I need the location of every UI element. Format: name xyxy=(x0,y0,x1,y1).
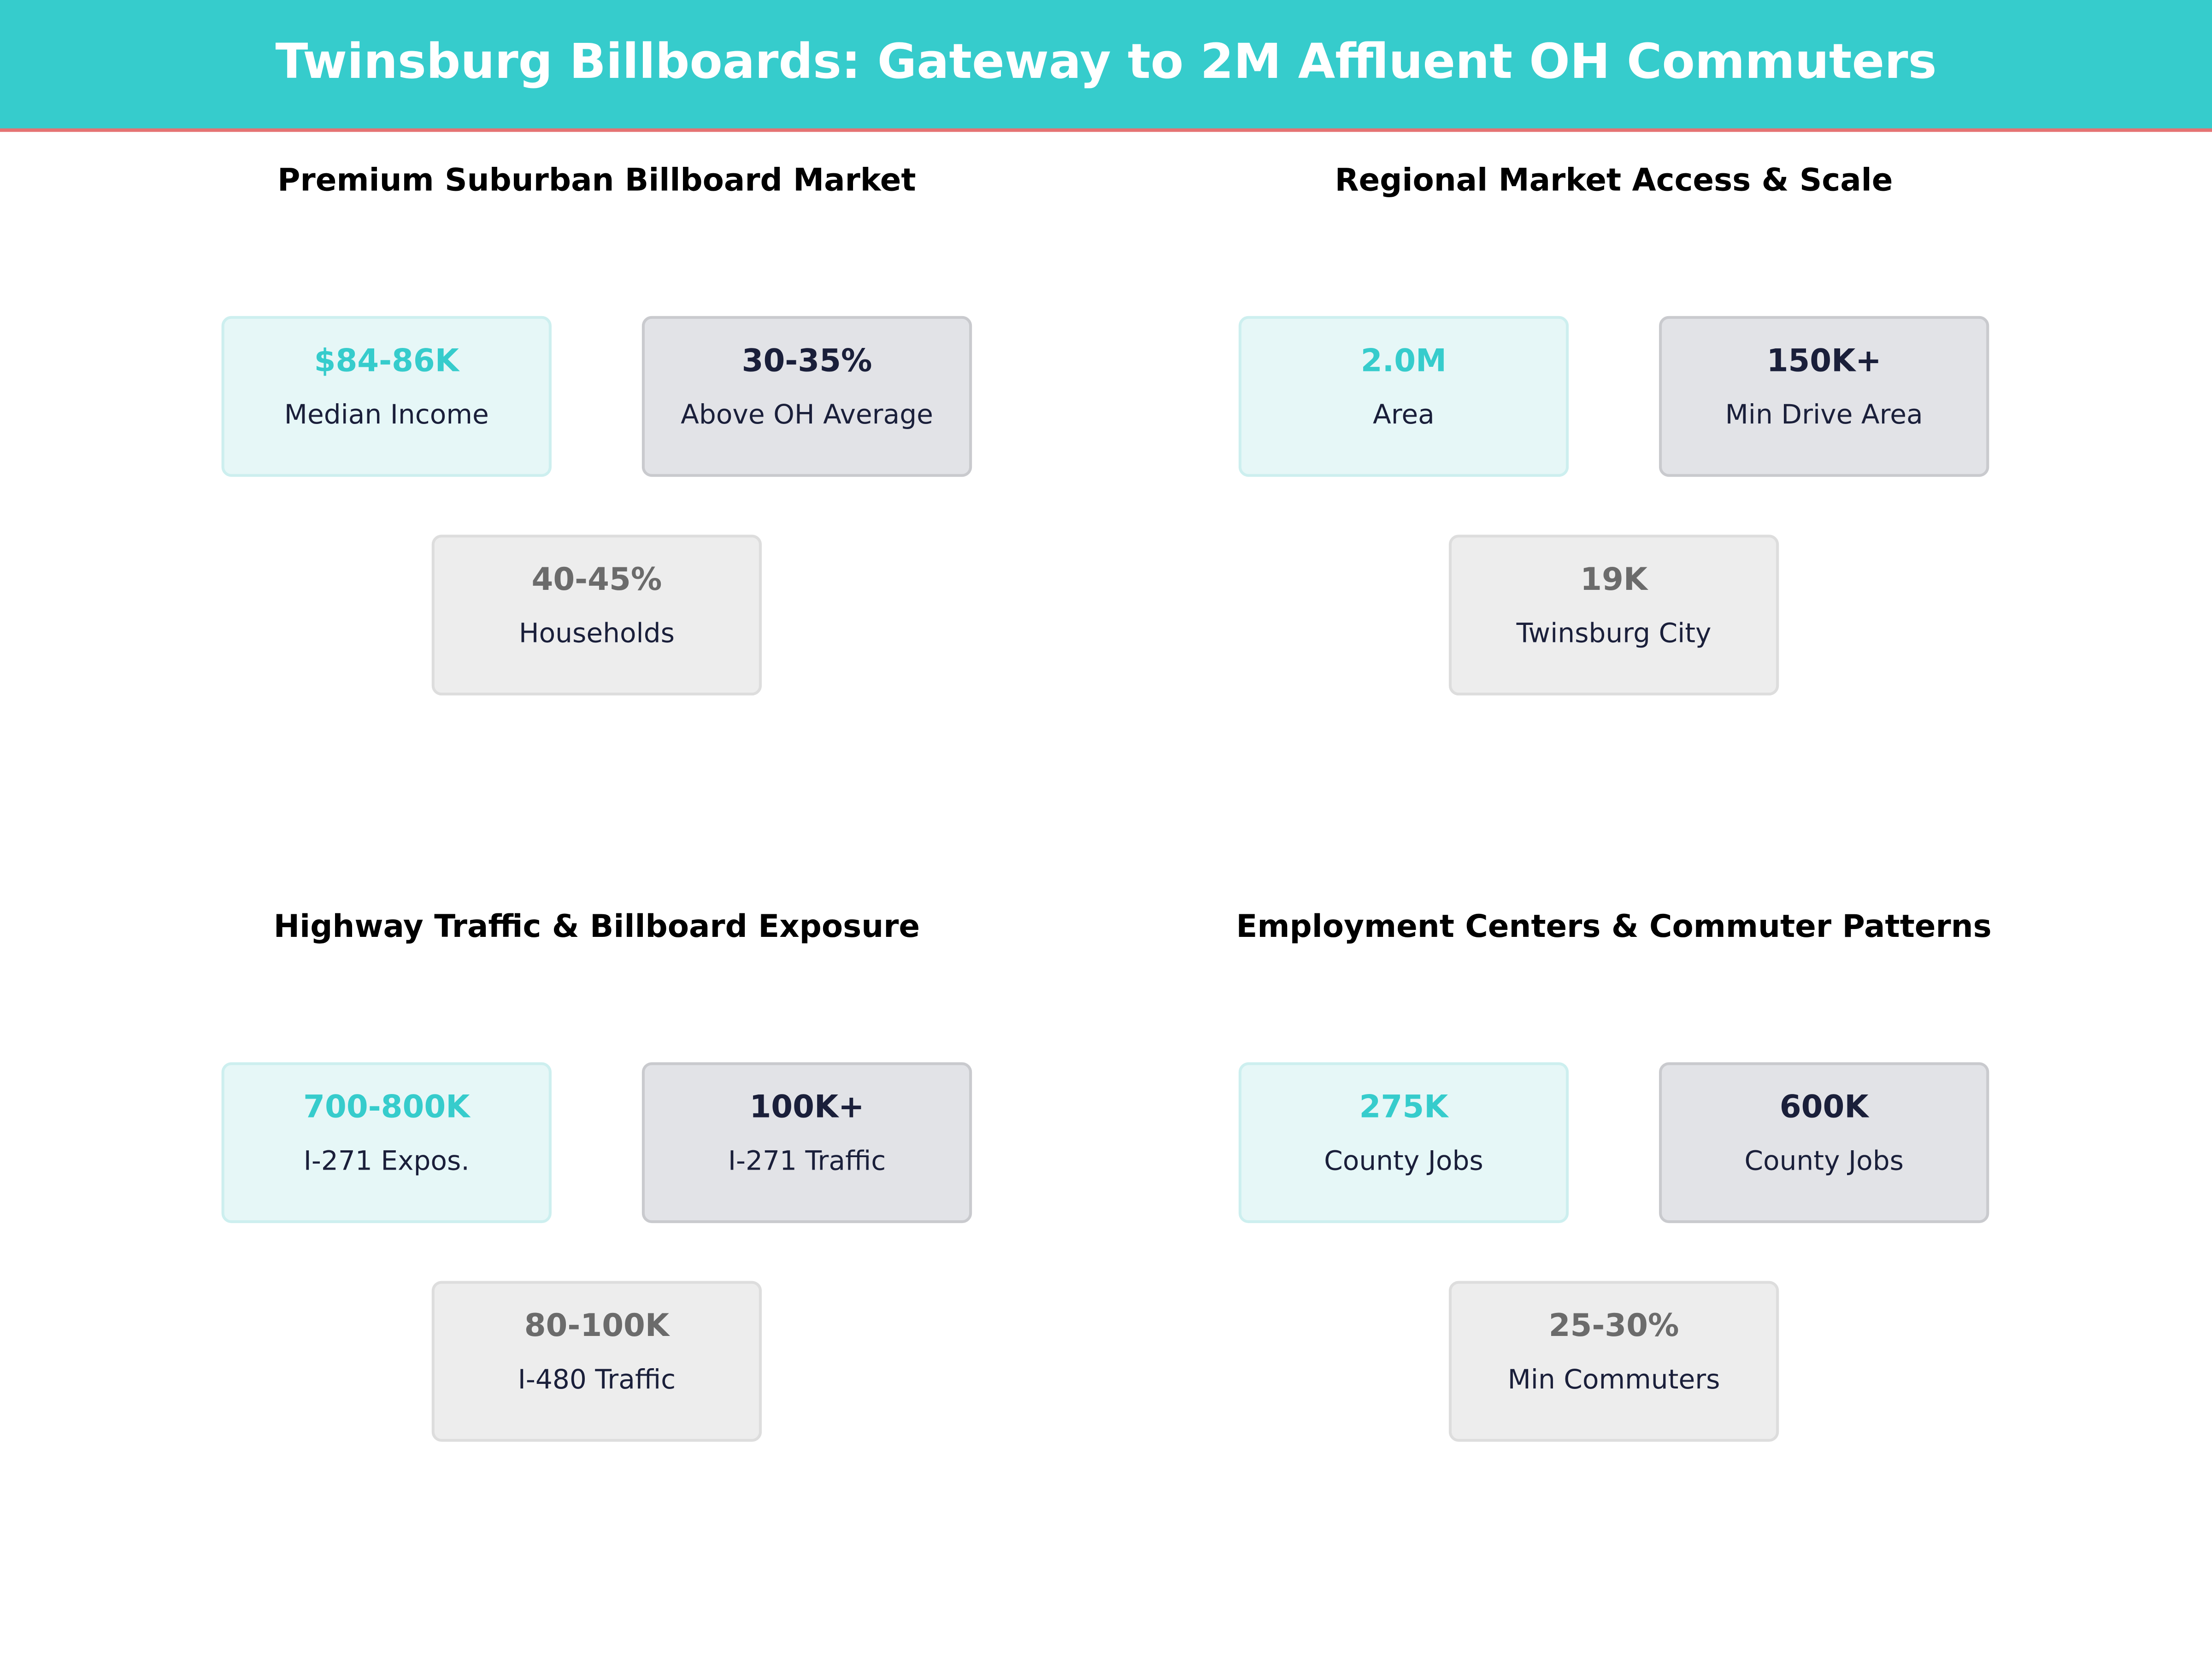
panel-title: Employment Centers & Commuter Patterns xyxy=(1236,908,1991,944)
stat-value: 700-800K xyxy=(303,1088,471,1125)
stat-label: Min Drive Area xyxy=(1725,399,1923,430)
stat-card xyxy=(431,535,762,696)
stat-value: 40-45% xyxy=(531,561,662,597)
stat-card xyxy=(1659,316,1989,477)
stat-value: 150K+ xyxy=(1767,342,1882,378)
stat-value: 275K xyxy=(1359,1088,1450,1125)
stat-card xyxy=(641,316,972,477)
header-title: Twinsburg Billboards: Gateway to 2M Affl… xyxy=(275,33,1936,89)
panel-title: Premium Suburban Billboard Market xyxy=(277,161,916,198)
stat-label: Twinsburg City xyxy=(1516,618,1712,649)
stat-card xyxy=(1448,1281,1779,1442)
stat-label: I-271 Traffic xyxy=(728,1145,886,1177)
stat-label: Area xyxy=(1373,399,1435,430)
stat-card xyxy=(221,1062,552,1224)
stat-label: I-480 Traffic xyxy=(518,1364,676,1395)
stat-card xyxy=(1238,316,1569,477)
panel-title: Highway Traffic & Billboard Exposure xyxy=(274,908,920,944)
stat-card xyxy=(221,316,552,477)
stat-value: $84-86K xyxy=(314,342,460,378)
stat-card xyxy=(641,1062,972,1224)
stat-card xyxy=(1238,1062,1569,1224)
stat-label: Median Income xyxy=(284,399,489,430)
stat-label: I-271 Expos. xyxy=(304,1145,470,1177)
stat-value: 100K+ xyxy=(749,1088,864,1125)
stat-label: County Jobs xyxy=(1744,1145,1904,1177)
stat-card xyxy=(431,1281,762,1442)
stat-value: 19K xyxy=(1580,561,1649,597)
stat-label: Min Commuters xyxy=(1508,1364,1720,1395)
stat-value: 80-100K xyxy=(524,1307,671,1343)
stat-label: Households xyxy=(519,618,675,649)
stat-value: 30-35% xyxy=(742,342,872,378)
stat-value: 600K xyxy=(1780,1088,1870,1125)
stat-label: Above OH Average xyxy=(681,399,933,430)
stat-card xyxy=(1448,535,1779,696)
panel-title: Regional Market Access & Scale xyxy=(1335,161,1893,198)
stat-value: 25-30% xyxy=(1549,1307,1679,1343)
header-rule xyxy=(0,128,2212,132)
header-bar xyxy=(0,0,2212,130)
stat-card xyxy=(1659,1062,1989,1224)
stat-label: County Jobs xyxy=(1324,1145,1483,1177)
stat-value: 2.0M xyxy=(1361,342,1447,378)
